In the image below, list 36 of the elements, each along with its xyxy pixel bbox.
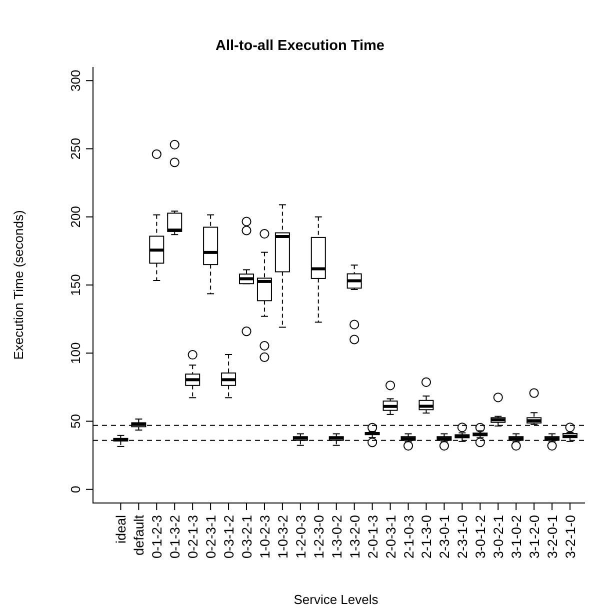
x-tick-label: 2-0-3-1 [383, 515, 398, 559]
x-tick-label: 0-1-2-3 [150, 515, 165, 559]
x-tick-label: ideal [114, 515, 129, 544]
x-tick-label: 2-1-3-0 [419, 515, 434, 559]
x-axis-title: Service Levels [294, 592, 379, 607]
y-axis-title: Execution Time (seconds) [11, 210, 26, 360]
x-tick-label: 3-0-1-2 [473, 515, 488, 559]
x-tick-label: 1-0-3-2 [275, 515, 290, 559]
x-tick-label: 2-1-0-3 [401, 515, 416, 559]
x-tick-label: 1-3-0-2 [329, 515, 344, 559]
x-tick-label: 2-3-0-1 [437, 515, 452, 559]
x-tick-label: 3-2-0-1 [545, 515, 560, 559]
x-tick-label: 2-0-1-3 [365, 515, 380, 559]
y-tick-label: 0 [68, 486, 83, 493]
x-tick-label: 3-1-0-2 [509, 515, 524, 559]
y-tick-label: 250 [68, 138, 83, 160]
x-tick-label: 0-2-1-3 [186, 515, 201, 559]
y-tick-label: 100 [68, 342, 83, 364]
x-tick-label: 1-2-0-3 [293, 515, 308, 559]
x-tick-label: 2-3-1-0 [455, 515, 470, 559]
x-tick-label: 0-2-3-1 [204, 515, 219, 559]
x-tick-label: 3-1-2-0 [527, 515, 542, 559]
y-tick-label: 200 [68, 206, 83, 228]
x-tick-label: 1-2-3-0 [311, 515, 326, 559]
x-tick-label: default [132, 514, 147, 556]
x-tick-label: 3-0-2-1 [491, 515, 506, 559]
chart-title: All-to-all Execution Time [216, 38, 384, 54]
x-tick-label: 0-3-1-2 [222, 515, 237, 559]
y-tick-label: 50 [68, 414, 83, 428]
x-tick-label: 3-2-1-0 [563, 515, 578, 559]
y-tick-label: 150 [68, 274, 83, 296]
x-tick-label: 0-1-3-2 [168, 515, 183, 559]
x-tick-label: 1-3-2-0 [347, 515, 362, 559]
x-tick-label: 1-0-2-3 [257, 515, 272, 559]
y-tick-label: 300 [68, 70, 83, 92]
x-tick-label: 0-3-2-1 [240, 515, 255, 559]
